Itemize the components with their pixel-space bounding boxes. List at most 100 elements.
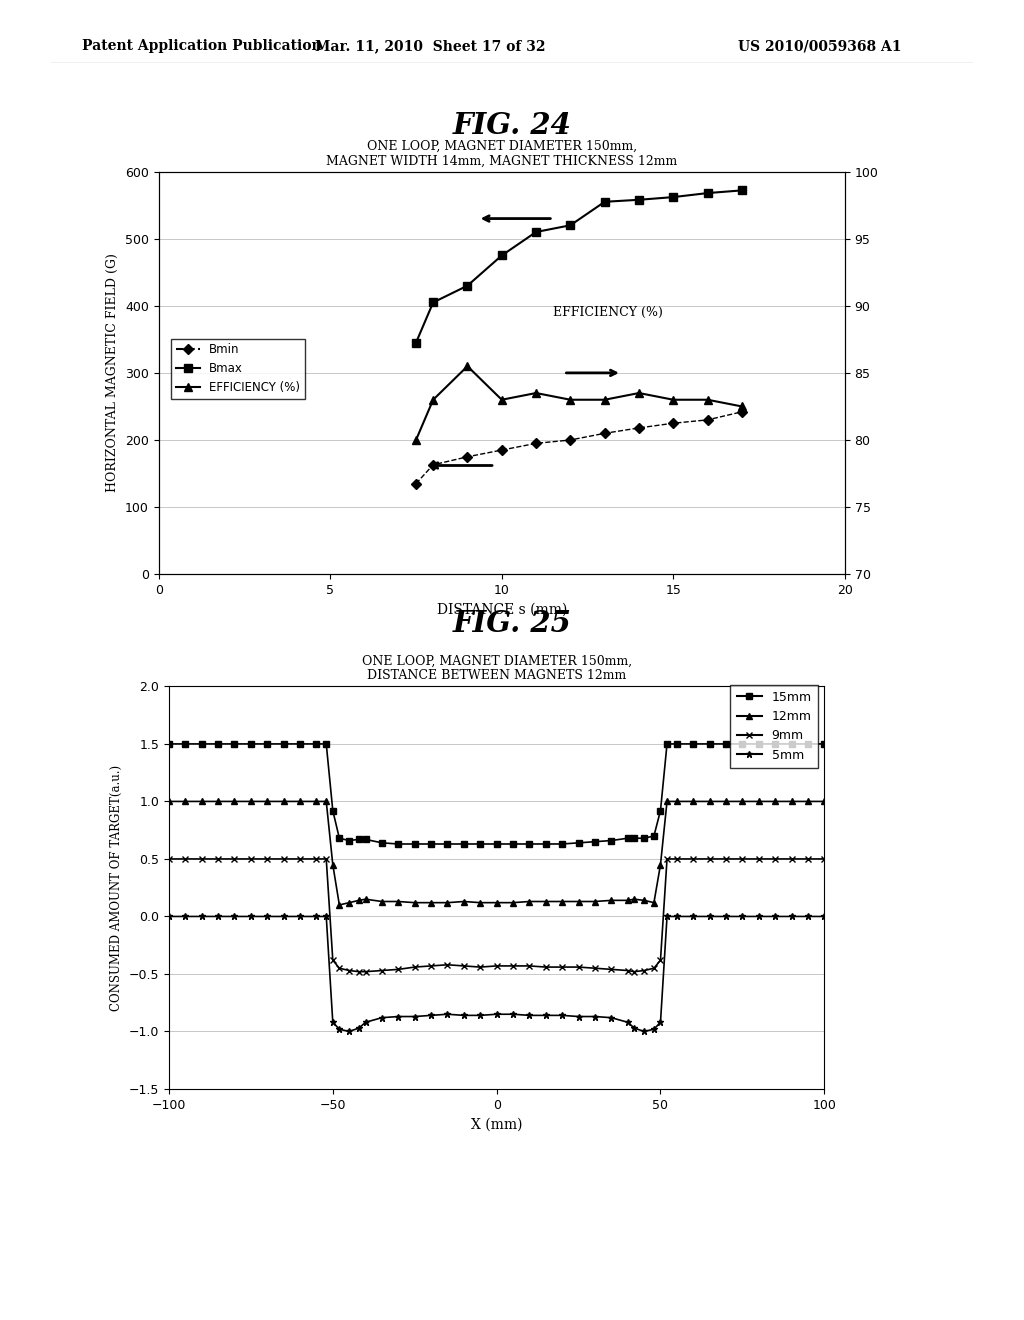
12mm xyxy=(228,793,241,809)
9mm xyxy=(359,964,372,979)
15mm xyxy=(212,737,224,752)
X-axis label: DISTANCE s (mm): DISTANCE s (mm) xyxy=(436,602,567,616)
5mm xyxy=(163,908,175,924)
5mm xyxy=(343,1023,355,1039)
15mm xyxy=(507,836,519,851)
9mm xyxy=(753,851,765,867)
Line: EFFICIENCY (%): EFFICIENCY (%) xyxy=(412,362,746,444)
9mm xyxy=(294,851,306,867)
15mm xyxy=(572,836,585,851)
12mm xyxy=(490,895,503,911)
5mm xyxy=(245,908,257,924)
15mm xyxy=(648,828,660,843)
Text: FIG. 25: FIG. 25 xyxy=(453,609,571,638)
EFFICIENCY (%) xyxy=(530,385,543,401)
Bmax xyxy=(598,194,610,210)
15mm xyxy=(720,737,732,752)
5mm xyxy=(294,908,306,924)
Line: 5mm: 5mm xyxy=(166,913,827,1035)
12mm xyxy=(359,891,372,907)
9mm xyxy=(343,962,355,978)
9mm xyxy=(589,961,601,977)
5mm xyxy=(628,1020,640,1036)
5mm xyxy=(179,908,191,924)
Bmax xyxy=(461,277,473,293)
15mm xyxy=(392,836,404,851)
Bmax xyxy=(427,294,439,310)
9mm xyxy=(818,851,830,867)
15mm xyxy=(474,836,486,851)
15mm xyxy=(769,737,781,752)
15mm xyxy=(179,737,191,752)
5mm xyxy=(228,908,241,924)
15mm xyxy=(278,737,290,752)
15mm xyxy=(622,830,634,846)
12mm xyxy=(720,793,732,809)
EFFICIENCY (%) xyxy=(461,358,473,374)
Bmin xyxy=(701,412,714,428)
EFFICIENCY (%) xyxy=(427,392,439,408)
EFFICIENCY (%) xyxy=(598,392,610,408)
12mm xyxy=(425,895,437,911)
9mm xyxy=(628,964,640,979)
5mm xyxy=(321,908,333,924)
5mm xyxy=(671,908,683,924)
12mm xyxy=(278,793,290,809)
12mm xyxy=(409,895,421,911)
Bmin xyxy=(410,475,422,491)
12mm xyxy=(556,894,568,909)
5mm xyxy=(572,1008,585,1024)
15mm xyxy=(327,803,339,818)
9mm xyxy=(278,851,290,867)
9mm xyxy=(474,960,486,975)
12mm xyxy=(638,892,650,908)
12mm xyxy=(163,793,175,809)
15mm xyxy=(163,737,175,752)
Title: ONE LOOP, MAGNET DIAMETER 150mm,
MAGNET WIDTH 14mm, MAGNET THICKNESS 12mm: ONE LOOP, MAGNET DIAMETER 150mm, MAGNET … xyxy=(326,140,678,168)
12mm xyxy=(245,793,257,809)
15mm xyxy=(458,836,470,851)
9mm xyxy=(321,851,333,867)
12mm xyxy=(294,793,306,809)
5mm xyxy=(703,908,716,924)
Bmin xyxy=(461,449,473,465)
5mm xyxy=(654,1014,667,1030)
15mm xyxy=(687,737,699,752)
12mm xyxy=(353,892,366,908)
Bmin xyxy=(427,457,439,473)
5mm xyxy=(753,908,765,924)
9mm xyxy=(327,952,339,968)
5mm xyxy=(540,1007,552,1023)
15mm xyxy=(736,737,749,752)
9mm xyxy=(196,851,208,867)
5mm xyxy=(736,908,749,924)
9mm xyxy=(507,958,519,974)
Y-axis label: HORIZONTAL MAGNETIC FIELD (G): HORIZONTAL MAGNETIC FIELD (G) xyxy=(106,253,120,492)
5mm xyxy=(212,908,224,924)
Y-axis label: CONSUMED AMOUNT OF TARGET(a.u.): CONSUMED AMOUNT OF TARGET(a.u.) xyxy=(111,764,123,1011)
15mm xyxy=(540,836,552,851)
9mm xyxy=(654,952,667,968)
Bmin xyxy=(633,420,645,436)
5mm xyxy=(720,908,732,924)
Bmax xyxy=(701,185,714,201)
15mm xyxy=(660,737,673,752)
5mm xyxy=(278,908,290,924)
5mm xyxy=(441,1006,454,1022)
5mm xyxy=(196,908,208,924)
Line: Bmin: Bmin xyxy=(413,408,745,487)
Title: ONE LOOP, MAGNET DIAMETER 150mm,
DISTANCE BETWEEN MAGNETS 12mm: ONE LOOP, MAGNET DIAMETER 150mm, DISTANC… xyxy=(361,655,632,682)
12mm xyxy=(321,793,333,809)
12mm xyxy=(648,895,660,911)
12mm xyxy=(523,894,536,909)
9mm xyxy=(736,851,749,867)
9mm xyxy=(622,962,634,978)
12mm xyxy=(687,793,699,809)
9mm xyxy=(228,851,241,867)
X-axis label: X (mm): X (mm) xyxy=(471,1117,522,1131)
12mm xyxy=(589,894,601,909)
12mm xyxy=(327,857,339,873)
15mm xyxy=(753,737,765,752)
9mm xyxy=(490,958,503,974)
Line: 12mm: 12mm xyxy=(166,799,827,908)
